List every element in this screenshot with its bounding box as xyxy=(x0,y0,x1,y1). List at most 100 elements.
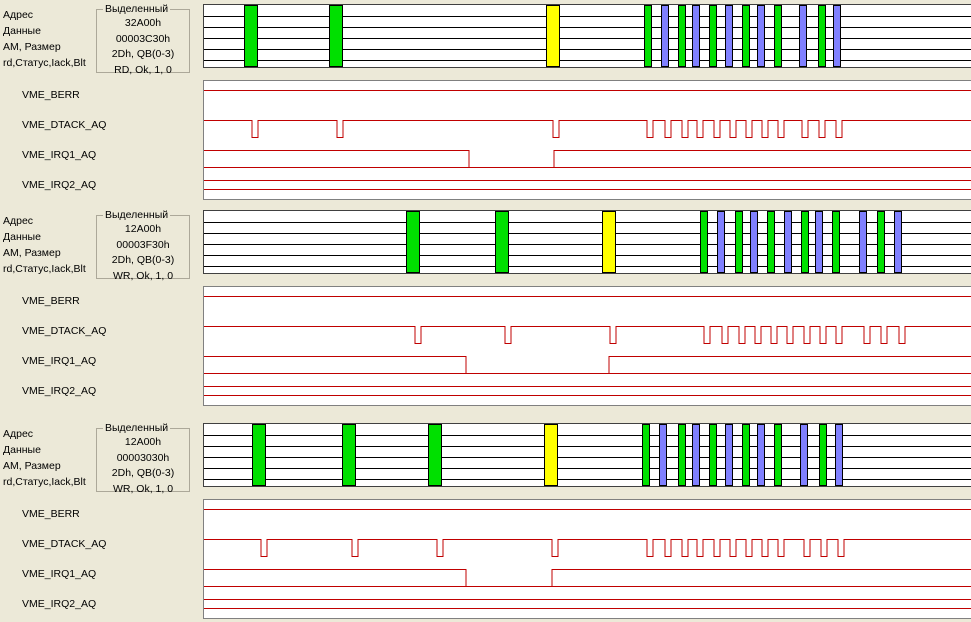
cycle-marker-green xyxy=(342,424,356,486)
cycle-marker-green xyxy=(742,424,750,486)
cycle-marker-green xyxy=(406,211,420,273)
signal-label: VME_BERR xyxy=(22,295,80,307)
cycle-marker-blue xyxy=(757,5,765,67)
cycle-marker-green xyxy=(495,211,509,273)
bus-timeline-svg xyxy=(204,5,971,67)
cycle-marker-green xyxy=(709,5,717,67)
cycle-marker-green xyxy=(428,424,442,486)
cycle-marker-blue xyxy=(833,5,841,67)
cycle-marker-yellow xyxy=(602,211,616,273)
dtack-trace xyxy=(204,539,971,557)
bus-row-label: Данные xyxy=(3,231,41,243)
selected-title: Выделенный xyxy=(103,421,171,435)
bus-timeline-svg xyxy=(204,211,971,273)
cycle-marker-green xyxy=(818,5,826,67)
cycle-marker-green xyxy=(774,424,782,486)
selected-am-size: 2Dh, QB(0-3) xyxy=(111,467,175,479)
bus-row-label: AM, Размер xyxy=(3,460,61,472)
cycle-marker-blue xyxy=(725,424,733,486)
cycle-marker-green xyxy=(877,211,885,273)
irq1-trace xyxy=(204,150,971,168)
cycle-marker-blue xyxy=(659,424,667,486)
cycle-marker-green xyxy=(252,424,266,486)
selected-status: WR, Ok, 1, 0 xyxy=(112,482,174,495)
cycle-marker-blue xyxy=(784,211,792,273)
cycle-marker-green xyxy=(767,211,775,273)
selected-address: 32A00h xyxy=(124,17,162,29)
selected-status: WR, Ok, 1, 0 xyxy=(112,269,174,282)
signal-timeline-panel[interactable] xyxy=(203,286,971,406)
cycle-marker-blue xyxy=(717,211,725,273)
cycle-marker-green xyxy=(832,211,840,273)
dtack-trace xyxy=(204,326,971,344)
selected-address: 12A00h xyxy=(124,436,162,448)
cycle-marker-green xyxy=(678,424,686,486)
selected-title: Выделенный xyxy=(103,2,171,16)
signal-label: VME_IRQ1_AQ xyxy=(22,149,97,161)
cycle-marker-green xyxy=(329,5,343,67)
bus-row-label: Адрес xyxy=(3,428,34,440)
cycle-marker-green xyxy=(700,211,708,273)
signal-label: VME_IRQ2_AQ xyxy=(22,179,97,191)
signal-label: VME_DTACK_AQ xyxy=(22,325,107,337)
signal-label: VME_IRQ2_AQ xyxy=(22,385,97,397)
cycle-marker-blue xyxy=(725,5,733,67)
bus-row-label: rd,Статус,Iack,Blt xyxy=(3,263,86,275)
bus-row-label: rd,Статус,Iack,Blt xyxy=(3,476,86,488)
bus-timeline-panel[interactable] xyxy=(203,210,971,274)
cycle-marker-green xyxy=(644,5,652,67)
bus-timeline-panel[interactable] xyxy=(203,423,971,487)
selected-data: 00003030h xyxy=(116,451,170,464)
bus-row-label: AM, Размер xyxy=(3,247,61,259)
signal-timeline-panel[interactable] xyxy=(203,499,971,619)
bus-row-label: Адрес xyxy=(3,215,34,227)
signal-timeline-panel[interactable] xyxy=(203,80,971,200)
signal-label: VME_IRQ1_AQ xyxy=(22,355,97,367)
cycle-marker-green xyxy=(678,5,686,67)
signal-label: VME_IRQ1_AQ xyxy=(22,568,97,580)
cycle-marker-green xyxy=(735,211,743,273)
cycle-marker-green xyxy=(642,424,650,486)
selected-info-box: Выделенный 32A00h 00003C30h 2Dh, QB(0-3) RD,… xyxy=(96,2,190,76)
cycle-marker-blue xyxy=(799,5,807,67)
cycle-marker-green xyxy=(244,5,258,67)
selected-address: 12A00h xyxy=(124,223,162,235)
cycle-marker-blue xyxy=(750,211,758,273)
bus-timeline-svg xyxy=(204,424,971,486)
selected-data: 00003F30h xyxy=(116,238,170,251)
selected-info-box: Выделенный 12A00h 00003030h 2Dh, QB(0-3) WR,… xyxy=(96,421,190,495)
selected-data: 00003C30h xyxy=(115,32,171,45)
cycle-marker-green xyxy=(742,5,750,67)
signal-label: VME_BERR xyxy=(22,508,80,520)
cycle-marker-blue xyxy=(800,424,808,486)
irq1-trace xyxy=(204,356,971,374)
signal-label: VME_DTACK_AQ xyxy=(22,538,107,550)
selected-am-size: 2Dh, QB(0-3) xyxy=(111,48,175,60)
selected-title: Выделенный xyxy=(103,208,171,222)
bus-row-label: AM, Размер xyxy=(3,41,61,53)
cycle-marker-blue xyxy=(692,5,700,67)
cycle-marker-green xyxy=(774,5,782,67)
dtack-trace xyxy=(204,120,971,138)
signal-timeline-svg xyxy=(204,509,971,609)
cycle-marker-blue xyxy=(692,424,700,486)
bus-row-label: rd,Статус,Iack,Blt xyxy=(3,57,86,69)
bus-row-label: Данные xyxy=(3,25,41,37)
cycle-marker-green xyxy=(709,424,717,486)
cycle-marker-blue xyxy=(835,424,843,486)
bus-timeline-panel[interactable] xyxy=(203,4,971,68)
cycle-marker-green xyxy=(801,211,809,273)
selected-am-size: 2Dh, QB(0-3) xyxy=(111,254,175,266)
bus-row-label: Адрес xyxy=(3,9,34,21)
cycle-marker-blue xyxy=(859,211,867,273)
irq1-trace xyxy=(204,569,971,587)
cycle-marker-blue xyxy=(757,424,765,486)
cycle-marker-yellow xyxy=(546,5,560,67)
cycle-marker-blue xyxy=(815,211,823,273)
signal-timeline-svg xyxy=(204,296,971,396)
cycle-marker-green xyxy=(819,424,827,486)
signal-label: VME_BERR xyxy=(22,89,80,101)
bus-row-label: Данные xyxy=(3,444,41,456)
signal-label: VME_IRQ2_AQ xyxy=(22,598,97,610)
signal-label: VME_DTACK_AQ xyxy=(22,119,107,131)
